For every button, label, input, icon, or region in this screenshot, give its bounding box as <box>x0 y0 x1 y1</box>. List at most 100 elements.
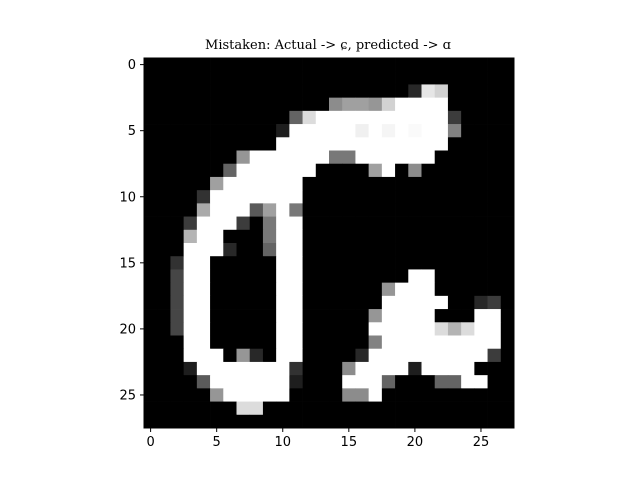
heatmap-cell <box>249 110 264 125</box>
heatmap-cell <box>461 282 475 297</box>
heatmap-cell <box>210 414 224 429</box>
heatmap-cell <box>368 163 383 178</box>
heatmap-cell <box>434 124 449 138</box>
heatmap-cell <box>289 361 303 376</box>
heatmap-cell <box>276 124 290 138</box>
heatmap-cell <box>329 203 343 217</box>
heatmap-cell <box>276 401 290 416</box>
heatmap-cell <box>210 58 224 72</box>
heatmap-cell <box>329 309 343 323</box>
heatmap-cell <box>183 137 198 151</box>
heatmap-cell <box>355 401 369 416</box>
heatmap-cell <box>223 309 237 323</box>
heatmap-cell <box>196 124 211 138</box>
heatmap-cell <box>315 110 330 125</box>
heatmap-cell <box>381 348 396 363</box>
heatmap-cell <box>183 203 198 217</box>
heatmap-cell <box>157 71 171 85</box>
heatmap-cell <box>236 150 251 165</box>
heatmap-cell <box>315 243 330 257</box>
heatmap-cell <box>157 176 171 191</box>
heatmap-cell <box>421 97 436 112</box>
heatmap-cell <box>447 124 462 138</box>
axes-frame <box>143 57 515 429</box>
heatmap-cell <box>170 256 184 270</box>
heatmap-cell <box>408 414 422 429</box>
heatmap-cell <box>447 361 462 376</box>
heatmap-cell <box>461 71 475 85</box>
heatmap-cell <box>157 269 171 283</box>
heatmap-cell <box>500 414 515 429</box>
heatmap-cell <box>461 322 475 336</box>
heatmap-cell <box>183 97 198 112</box>
heatmap-cell <box>196 256 211 270</box>
heatmap-cell <box>210 190 224 204</box>
heatmap-cell <box>236 110 251 125</box>
heatmap-cell <box>408 375 422 389</box>
heatmap-cell <box>210 163 224 178</box>
heatmap-cell <box>249 295 264 310</box>
heatmap-cell <box>210 295 224 310</box>
heatmap-cell <box>249 256 264 270</box>
heatmap-cell <box>447 335 462 350</box>
heatmap-cell <box>434 401 449 416</box>
heatmap-cell <box>157 150 171 165</box>
heatmap-cell <box>302 71 317 85</box>
heatmap-cell <box>487 58 502 72</box>
heatmap-cell <box>342 295 356 310</box>
heatmap-cell <box>289 84 303 98</box>
heatmap-cell <box>421 190 436 204</box>
heatmap-cell <box>500 348 515 363</box>
heatmap-cell <box>144 335 158 350</box>
heatmap-cell <box>210 256 224 270</box>
heatmap-cell <box>487 322 502 336</box>
heatmap-cell <box>342 309 356 323</box>
heatmap-cell <box>447 163 462 178</box>
heatmap-cell <box>262 229 277 244</box>
heatmap-cell <box>355 269 369 283</box>
heatmap-cell <box>183 335 198 350</box>
heatmap-cell <box>223 401 237 416</box>
heatmap-cell <box>487 150 502 165</box>
heatmap-cell <box>157 84 171 98</box>
heatmap-cell <box>302 150 317 165</box>
heatmap-cell <box>355 256 369 270</box>
heatmap-cell <box>144 110 158 125</box>
heatmap-cell <box>236 84 251 98</box>
heatmap-cell <box>210 97 224 112</box>
heatmap-cell <box>249 71 264 85</box>
heatmap-cell <box>368 190 383 204</box>
heatmap-cell <box>329 124 343 138</box>
heatmap-cell <box>315 322 330 336</box>
heatmap-cell <box>236 295 251 310</box>
heatmap-cell <box>170 58 184 72</box>
heatmap-cell <box>474 229 488 244</box>
heatmap-cell <box>276 84 290 98</box>
heatmap-cell <box>249 229 264 244</box>
heatmap-cell <box>461 269 475 283</box>
heatmap-cell <box>395 401 409 416</box>
heatmap-cell <box>157 229 171 244</box>
heatmap-cell <box>262 71 277 85</box>
heatmap-cell <box>447 269 462 283</box>
heatmap-cell <box>236 203 251 217</box>
heatmap-cell <box>276 269 290 283</box>
heatmap-cell <box>421 71 436 85</box>
heatmap-cell <box>157 97 171 112</box>
heatmap-cell <box>262 203 277 217</box>
heatmap-cell <box>368 124 383 138</box>
heatmap-cell <box>461 388 475 402</box>
heatmap-cell <box>170 203 184 217</box>
heatmap-cell <box>500 401 515 416</box>
heatmap-cell <box>434 282 449 297</box>
heatmap-cell <box>474 348 488 363</box>
heatmap-cell <box>302 295 317 310</box>
heatmap-cell <box>210 110 224 125</box>
heatmap-cell <box>157 309 171 323</box>
heatmap-cell <box>434 348 449 363</box>
heatmap-cell <box>355 71 369 85</box>
heatmap-cell <box>249 124 264 138</box>
heatmap-cell <box>276 97 290 112</box>
heatmap-cell <box>408 243 422 257</box>
